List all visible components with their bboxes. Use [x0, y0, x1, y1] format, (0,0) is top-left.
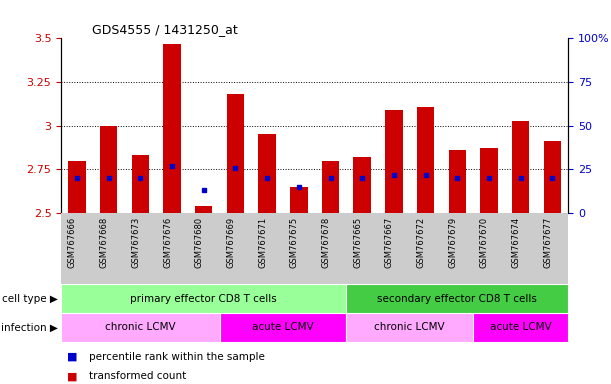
Text: GSM767675: GSM767675 — [290, 217, 299, 268]
Text: acute LCMV: acute LCMV — [490, 322, 552, 333]
Text: secondary effector CD8 T cells: secondary effector CD8 T cells — [378, 293, 537, 304]
Bar — [354, 157, 371, 213]
Bar — [68, 161, 86, 213]
Text: GSM767674: GSM767674 — [511, 217, 521, 268]
Text: GSM767677: GSM767677 — [543, 217, 552, 268]
Text: cell type ▶: cell type ▶ — [2, 293, 58, 304]
Text: GSM767668: GSM767668 — [100, 217, 109, 268]
Text: infection ▶: infection ▶ — [1, 322, 58, 333]
Bar — [227, 94, 244, 213]
Bar — [100, 126, 117, 213]
Bar — [417, 106, 434, 213]
Text: GSM767669: GSM767669 — [227, 217, 235, 268]
Bar — [258, 134, 276, 213]
Text: GDS4555 / 1431250_at: GDS4555 / 1431250_at — [92, 23, 238, 36]
Text: GSM767680: GSM767680 — [195, 217, 203, 268]
Text: transformed count: transformed count — [89, 371, 186, 381]
Bar — [346, 284, 568, 313]
Text: GSM767670: GSM767670 — [480, 217, 489, 268]
Text: GSM767676: GSM767676 — [163, 217, 172, 268]
Bar — [219, 313, 346, 342]
Bar — [544, 141, 561, 213]
Text: ■: ■ — [67, 371, 78, 381]
Bar — [322, 161, 339, 213]
Text: GSM767667: GSM767667 — [385, 217, 394, 268]
Bar — [61, 284, 346, 313]
Text: chronic LCMV: chronic LCMV — [375, 322, 445, 333]
Text: GSM767679: GSM767679 — [448, 217, 457, 268]
Bar — [512, 121, 529, 213]
Bar — [346, 313, 473, 342]
Bar — [473, 313, 568, 342]
Bar — [290, 187, 307, 213]
Text: GSM767673: GSM767673 — [131, 217, 141, 268]
Text: GSM767665: GSM767665 — [353, 217, 362, 268]
Bar — [61, 313, 219, 342]
Text: chronic LCMV: chronic LCMV — [105, 322, 175, 333]
Text: ■: ■ — [67, 352, 78, 362]
Bar — [195, 206, 213, 213]
Text: GSM767672: GSM767672 — [417, 217, 426, 268]
Text: GSM767666: GSM767666 — [68, 217, 77, 268]
Bar — [480, 149, 498, 213]
Bar — [448, 150, 466, 213]
Text: acute LCMV: acute LCMV — [252, 322, 314, 333]
Text: GSM767678: GSM767678 — [321, 217, 331, 268]
Bar — [385, 110, 403, 213]
Text: percentile rank within the sample: percentile rank within the sample — [89, 352, 265, 362]
Bar — [163, 44, 181, 213]
Text: primary effector CD8 T cells: primary effector CD8 T cells — [130, 293, 277, 304]
Text: GSM767671: GSM767671 — [258, 217, 267, 268]
Bar — [131, 156, 149, 213]
